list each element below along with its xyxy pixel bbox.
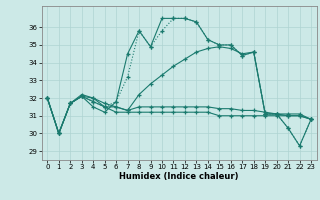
X-axis label: Humidex (Indice chaleur): Humidex (Indice chaleur) [119,172,239,181]
